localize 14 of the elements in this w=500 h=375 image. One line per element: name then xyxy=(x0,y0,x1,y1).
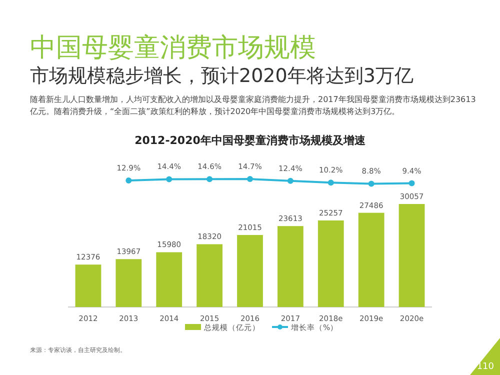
bar xyxy=(398,204,425,307)
bar xyxy=(278,226,304,307)
bar xyxy=(237,234,263,307)
text: 110 xyxy=(476,362,494,372)
bar xyxy=(75,264,102,307)
bar xyxy=(358,212,384,307)
bar xyxy=(196,244,222,307)
bar xyxy=(318,220,344,307)
bar xyxy=(116,259,142,307)
text: 随着新生儿人口数量增加，人均可支配收入的增加以及母婴童家庭消费能力提升，2017年我国母婴童消费市场规模达到23613亿元。随着消费升级，“全面二孩”政策红利的释放，预计2020年中国母婴童消费市场规模将达到3万亿。 xyxy=(29,95,476,116)
bar xyxy=(156,252,182,307)
chart-subtitle: 市场规模稳步增长，预计2020年将达到3万亿 xyxy=(30,65,414,87)
text: 2012-2020年中国母婴童消费市场规模及增速 xyxy=(134,134,366,147)
chart-title: 中国母婴童消费市场规模 xyxy=(30,33,316,63)
